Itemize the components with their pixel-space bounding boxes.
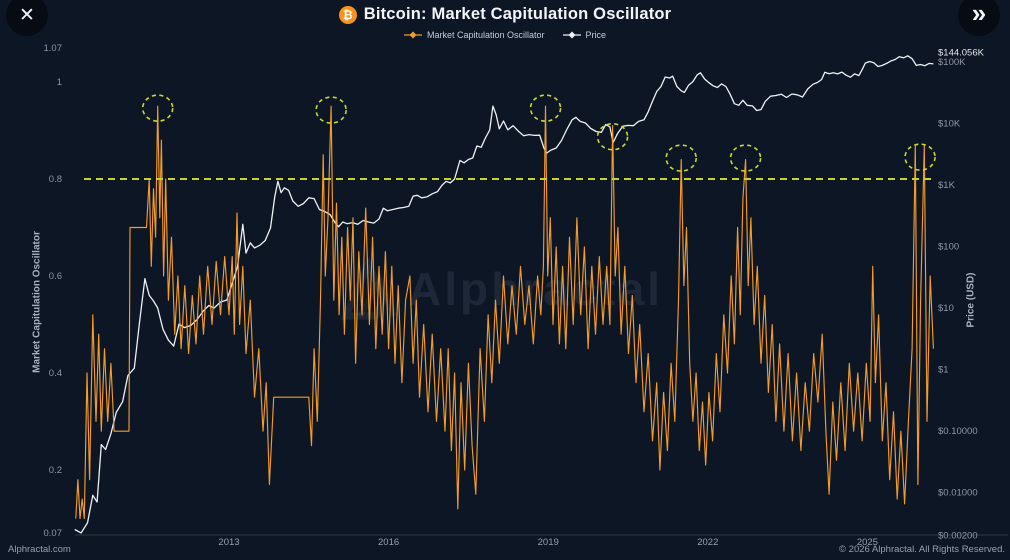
y-right-tick-label: $100K — [938, 57, 966, 68]
oscillator-line — [75, 105, 934, 520]
legend: Market Capitulation Oscillator Price — [0, 30, 1010, 40]
capitulation-circle — [529, 94, 562, 122]
y-right-tick-label: $144.056K — [938, 47, 985, 58]
bitcoin-icon: ₿ — [338, 5, 357, 24]
price-line — [74, 55, 934, 534]
legend-label: Market Capitulation Oscillator — [426, 30, 545, 40]
footer-site-label: Alphractal.com — [8, 544, 71, 555]
close-icon: ✕ — [19, 4, 35, 26]
chart-header: ₿ Bitcoin: Market Capitulation Oscillato… — [0, 5, 1010, 24]
y-right-tick-label: $10K — [938, 119, 961, 130]
y-left-tick-label: 0.4 — [49, 368, 62, 379]
x-tick-label: 2013 — [218, 537, 239, 548]
y-right-tick-label: $1 — [938, 365, 949, 376]
capitulation-circle — [315, 96, 347, 124]
y-left-tick-label: 1 — [57, 77, 62, 88]
capitulation-circle — [596, 122, 629, 151]
capitulation-circle — [141, 94, 174, 122]
y-right-tick-label: $0.01000 — [938, 488, 978, 499]
capitulation-circle — [665, 144, 698, 172]
y-right-tick-label: $1K — [938, 180, 956, 191]
legend-item-price[interactable]: Price — [562, 30, 607, 40]
y-right-tick-label: $0.00200 — [938, 530, 978, 541]
y-left-tick-label: 0.2 — [49, 465, 62, 476]
legend-label: Price — [585, 30, 607, 40]
y-left-tick-label: 1.07 — [44, 43, 63, 54]
y-right-tick-label: $10 — [938, 303, 954, 314]
y-left-axis-title: Market Capitulation Oscillator — [31, 231, 43, 373]
legend-item-oscillator[interactable]: Market Capitulation Oscillator — [403, 30, 545, 40]
close-button[interactable]: ✕ — [6, 0, 48, 36]
y-left-tick-label: 0.07 — [44, 528, 63, 539]
x-tick-label: 2016 — [378, 537, 399, 548]
legend-marker-icon — [562, 31, 581, 39]
x-tick-label: 2019 — [538, 537, 559, 548]
y-left-tick-label: 0.8 — [49, 174, 62, 185]
footer-copyright: © 2026 Alphractal. All Rights Reserved. — [839, 544, 1005, 555]
capitulation-circle — [729, 144, 762, 172]
y-right-tick-label: $100 — [938, 242, 959, 253]
next-chart-button[interactable]: » — [958, 0, 1000, 36]
y-right-axis-title: Price (USD) — [965, 272, 977, 328]
chart-title: Bitcoin: Market Capitulation Oscillator — [363, 5, 672, 23]
x-tick-label: 2022 — [697, 537, 718, 548]
y-right-tick-label: $0.10000 — [938, 426, 978, 437]
y-left-tick-label: 0.6 — [49, 271, 62, 282]
legend-marker-icon — [403, 31, 422, 39]
capitulation-circle — [904, 143, 936, 171]
x-tick-label: 2025 — [857, 537, 878, 548]
double-chevron-right-icon: » — [971, 0, 987, 28]
